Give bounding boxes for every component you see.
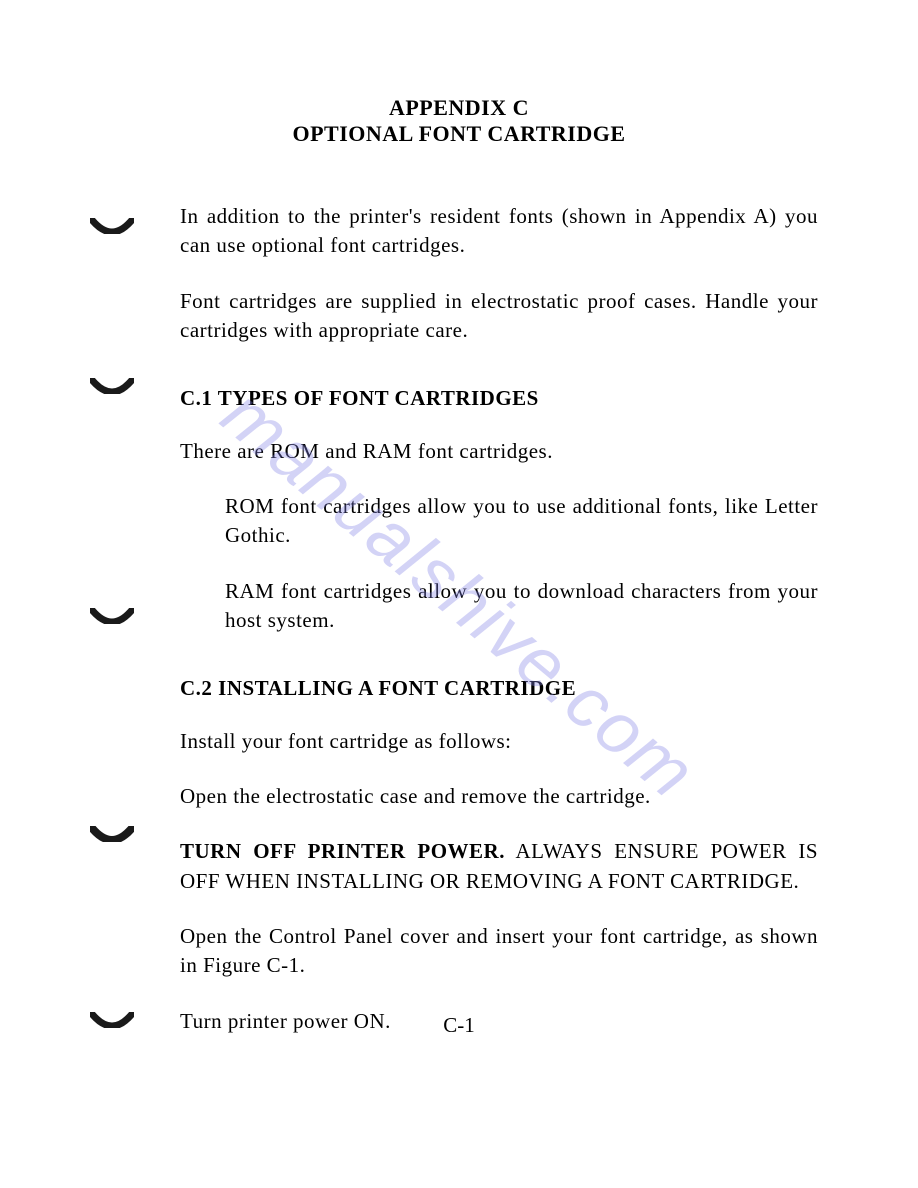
intro-paragraph-2: Font cartridges are supplied in electros… (180, 287, 818, 346)
margin-mark-icon (90, 826, 134, 842)
title-line-1: APPENDIX C (100, 95, 818, 121)
c1-paragraph-2: ROM font cartridges allow you to use add… (225, 492, 818, 551)
c1-paragraph-1: There are ROM and RAM font cartridges. (180, 437, 818, 466)
margin-mark-icon (90, 378, 134, 394)
title-line-2: OPTIONAL FONT CARTRIDGE (100, 121, 818, 147)
margin-mark-icon (90, 608, 134, 624)
c1-paragraph-3: RAM font cartridges allow you to downloa… (225, 577, 818, 636)
c2-paragraph-2: Open the electrostatic case and remove t… (180, 782, 818, 811)
intro-paragraph-1: In addition to the printer's resident fo… (180, 202, 818, 261)
section-heading-c1: C.1 TYPES OF FONT CARTRIDGES (180, 386, 818, 411)
section-heading-c2: C.2 INSTALLING A FONT CARTRIDGE (180, 676, 818, 701)
page-number: C-1 (0, 1013, 918, 1038)
c2-paragraph-3: TURN OFF PRINTER POWER. ALWAYS ENSURE PO… (180, 837, 818, 896)
c2-paragraph-1: Install your font cartridge as follows: (180, 727, 818, 756)
c2-p3-bold: TURN OFF PRINTER POWER. (180, 839, 505, 863)
document-body: In addition to the printer's resident fo… (180, 202, 818, 1036)
margin-mark-icon (90, 218, 134, 234)
document-title: APPENDIX C OPTIONAL FONT CARTRIDGE (100, 95, 818, 147)
c2-paragraph-4: Open the Control Panel cover and insert … (180, 922, 818, 981)
